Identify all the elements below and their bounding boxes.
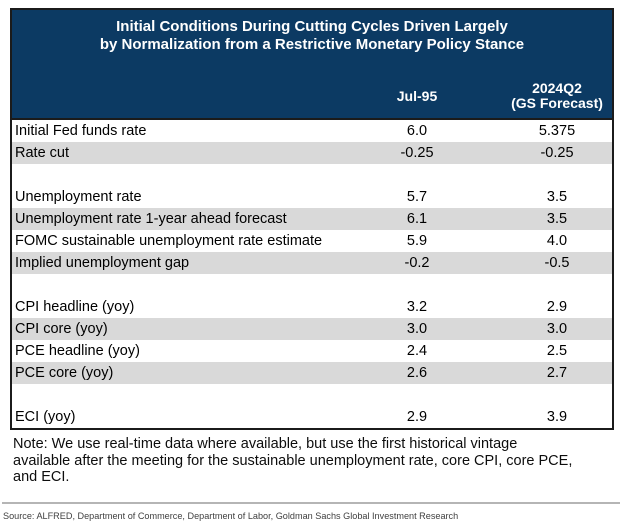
cell-jul95: 2.6	[406, 365, 428, 381]
table-title: Initial Conditions During Cutting Cycles…	[12, 18, 612, 54]
row-label: Unemployment rate 1-year ahead forecast	[15, 211, 287, 227]
table-title-line2: by Normalization from a Restrictive Mone…	[99, 36, 525, 53]
cell-jul95: 3.0	[406, 321, 428, 337]
table-row-cpi-core: CPI core (yoy) 3.0 3.0	[12, 318, 612, 340]
table-row-blank	[12, 164, 612, 186]
table-row-blank	[12, 274, 612, 296]
exhibit-table: Initial Conditions During Cutting Cycles…	[10, 8, 614, 430]
table-row-fomc-sustainable-rate: FOMC sustainable unemployment rate estim…	[12, 230, 612, 252]
row-label: FOMC sustainable unemployment rate estim…	[15, 233, 323, 249]
table-row-unemployment-forecast: Unemployment rate 1-year ahead forecast …	[12, 208, 612, 230]
table-row-eci: ECI (yoy) 2.9 3.9	[12, 406, 612, 428]
column-header-2024q2: 2024Q2 (GS Forecast)	[502, 81, 612, 111]
row-label: ECI (yoy)	[15, 409, 76, 425]
cell-2024q2: 3.5	[546, 189, 568, 205]
cell-2024q2: 4.0	[546, 233, 568, 249]
table-row-rate-cut: Rate cut -0.25 -0.25	[12, 142, 612, 164]
row-label: Implied unemployment gap	[15, 255, 190, 271]
row-label: CPI headline (yoy)	[15, 299, 135, 315]
cell-2024q2: 3.0	[546, 321, 568, 337]
cell-jul95: 2.4	[406, 343, 428, 359]
row-label: Unemployment rate	[15, 189, 142, 205]
row-label: Rate cut	[15, 145, 69, 161]
cell-jul95: 6.0	[406, 123, 428, 139]
table-row-pce-headline: PCE headline (yoy) 2.4 2.5	[12, 340, 612, 362]
table-row-initial-fed-funds-rate: Initial Fed funds rate 6.0 5.375	[12, 120, 612, 142]
row-label: CPI core (yoy)	[15, 321, 108, 337]
cell-2024q2: -0.25	[540, 145, 574, 161]
table-title-line1: Initial Conditions During Cutting Cycles…	[116, 18, 508, 35]
cell-2024q2: 3.5	[546, 211, 568, 227]
column-header-2024q2-line2: (GS Forecast)	[511, 95, 603, 111]
cell-2024q2: 3.9	[546, 409, 568, 425]
cell-jul95: -0.25	[400, 145, 434, 161]
table-row-pce-core: PCE core (yoy) 2.6 2.7	[12, 362, 612, 384]
table-row-unemployment-rate: Unemployment rate 5.7 3.5	[12, 186, 612, 208]
cell-2024q2: 2.9	[546, 299, 568, 315]
cell-2024q2: -0.5	[544, 255, 570, 271]
cell-jul95: -0.2	[404, 255, 430, 271]
column-header-2024q2-line1: 2024Q2	[532, 80, 582, 96]
table-row-cpi-headline: CPI headline (yoy) 3.2 2.9	[12, 296, 612, 318]
cell-2024q2: 2.7	[546, 365, 568, 381]
column-header-jul95: Jul-95	[396, 87, 438, 104]
table-header-band: Initial Conditions During Cutting Cycles…	[12, 10, 612, 120]
row-label: PCE headline (yoy)	[15, 343, 140, 359]
cell-jul95: 5.9	[406, 233, 428, 249]
cell-jul95: 6.1	[406, 211, 428, 227]
cell-2024q2: 5.375	[538, 123, 576, 139]
cell-jul95: 3.2	[406, 299, 428, 315]
divider-rule	[2, 502, 620, 504]
row-label: Initial Fed funds rate	[15, 123, 147, 139]
column-header-row: Jul-95 2024Q2 (GS Forecast)	[12, 81, 612, 111]
source-line: Source: ALFRED, Department of Commerce, …	[3, 511, 459, 522]
row-label: PCE core (yoy)	[15, 365, 114, 381]
cell-2024q2: 2.5	[546, 343, 568, 359]
footnote: Note: We use real-time data where availa…	[13, 436, 573, 485]
cell-jul95: 2.9	[406, 409, 428, 425]
table-row-implied-unemployment-gap: Implied unemployment gap -0.2 -0.5	[12, 252, 612, 274]
cell-jul95: 5.7	[406, 189, 428, 205]
table-row-blank	[12, 384, 612, 406]
